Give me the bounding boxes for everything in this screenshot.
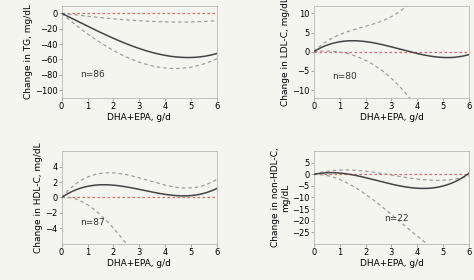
- X-axis label: DHA+EPA, g/d: DHA+EPA, g/d: [108, 259, 172, 268]
- X-axis label: DHA+EPA, g/d: DHA+EPA, g/d: [108, 113, 172, 122]
- Text: n=86: n=86: [80, 70, 105, 80]
- Y-axis label: Change in non-HDL-C,
mg/dL: Change in non-HDL-C, mg/dL: [271, 148, 290, 247]
- Text: n=22: n=22: [383, 214, 408, 223]
- Y-axis label: Change in HDL-C, mg/dL: Change in HDL-C, mg/dL: [34, 142, 43, 253]
- X-axis label: DHA+EPA, g/d: DHA+EPA, g/d: [359, 259, 423, 268]
- Y-axis label: Change in LDL-C, mg/dL: Change in LDL-C, mg/dL: [281, 0, 290, 106]
- Y-axis label: Change in TG, mg/dL: Change in TG, mg/dL: [24, 4, 33, 99]
- Text: n=87: n=87: [80, 218, 105, 227]
- X-axis label: DHA+EPA, g/d: DHA+EPA, g/d: [359, 113, 423, 122]
- Text: n=80: n=80: [332, 72, 357, 81]
